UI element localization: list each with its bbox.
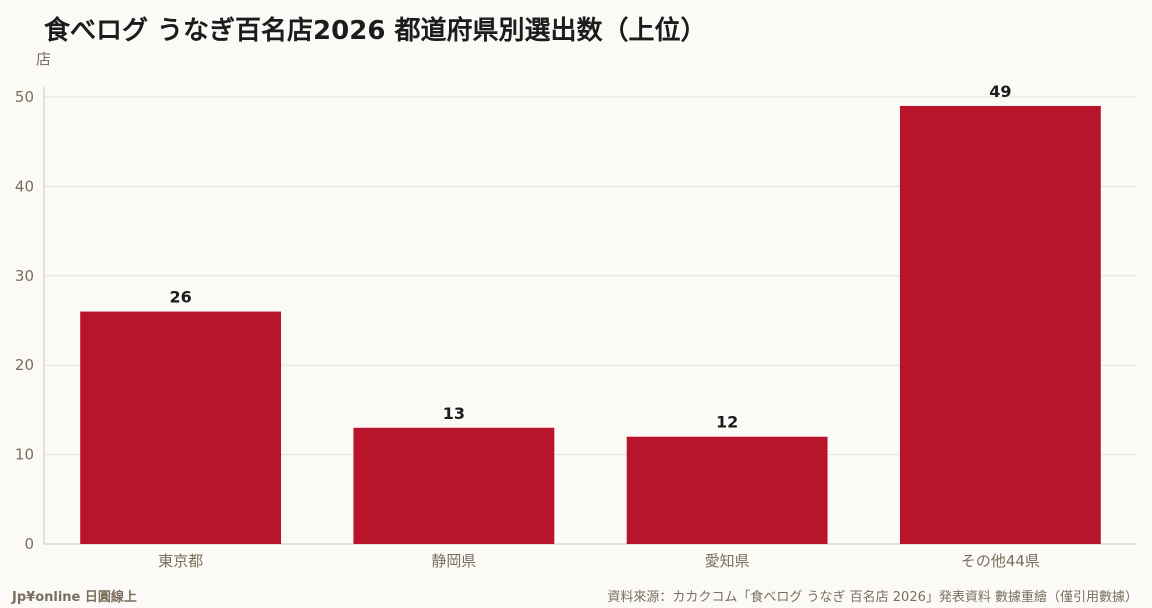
y-tick-label: 30 bbox=[15, 267, 34, 285]
data-label: 13 bbox=[443, 404, 465, 423]
y-axis-label: 店 bbox=[36, 50, 51, 68]
bar bbox=[353, 427, 555, 544]
x-tick-label: 東京都 bbox=[158, 552, 203, 570]
bar bbox=[899, 105, 1101, 544]
bar bbox=[626, 436, 828, 544]
x-tick-label: 愛知県 bbox=[705, 552, 750, 570]
y-tick-label: 40 bbox=[15, 177, 34, 195]
x-tick-label: その他44県 bbox=[961, 552, 1040, 570]
y-tick-label: 0 bbox=[24, 535, 34, 553]
y-tick-label: 50 bbox=[15, 88, 34, 106]
source-note: 資料來源：カカクコム「食べログ うなぎ 百名店 2026」発表資料 數據重繪（僅… bbox=[607, 590, 1138, 605]
x-tick-label: 静岡県 bbox=[431, 552, 476, 570]
chart-title: 食べログ うなぎ百名店2026 都道府県別選出数（上位） bbox=[44, 16, 707, 46]
bar bbox=[80, 311, 282, 544]
y-tick-label: 10 bbox=[15, 446, 34, 464]
brand-label: Jp¥online 日圓線上 bbox=[12, 590, 137, 605]
data-label: 49 bbox=[989, 82, 1011, 101]
y-tick-label: 20 bbox=[15, 356, 34, 374]
data-label: 26 bbox=[169, 288, 191, 307]
data-label: 12 bbox=[716, 413, 738, 432]
